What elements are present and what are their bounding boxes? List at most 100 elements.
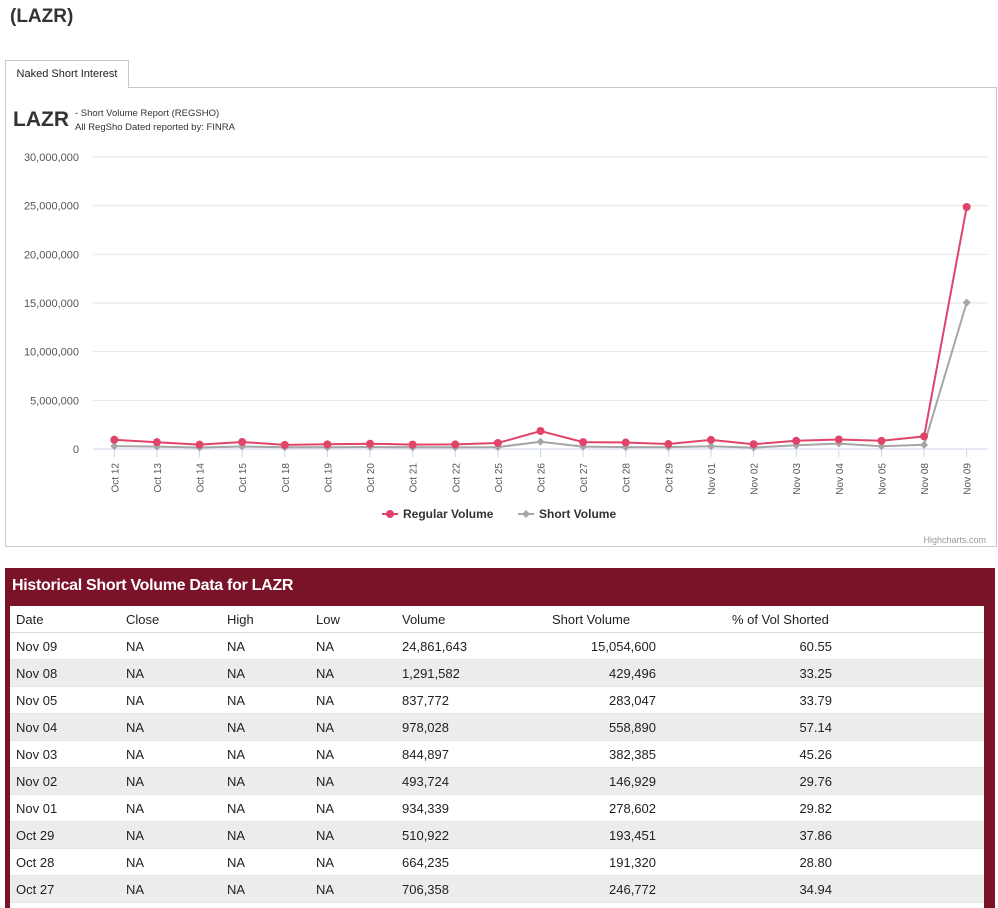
data-point[interactable] <box>877 436 886 445</box>
table-container: Date Close High Low Volume Short Volume … <box>5 604 995 908</box>
table-row: Oct 27 NA NA NA 706,358 246,772 34.94 <box>10 875 984 903</box>
y-tick-label: 10,000,000 <box>24 347 79 359</box>
series-line <box>114 206 968 446</box>
cell-date: Nov 03 <box>10 740 120 768</box>
table-row: Nov 08 NA NA NA 1,291,582 429,496 33.25 <box>10 659 984 687</box>
data-point[interactable] <box>238 437 247 446</box>
cell-high: NA <box>221 767 310 795</box>
data-point[interactable] <box>920 432 929 441</box>
x-tick-label: Nov 03 <box>792 463 803 495</box>
cell-short-volume: 193,451 <box>546 821 726 849</box>
cell-volume: 934,339 <box>396 794 546 822</box>
x-tick-label: Oct 15 <box>238 463 249 493</box>
y-tick-label: 20,000,000 <box>24 249 79 261</box>
legend-item-regular-volume[interactable]: Regular Volume <box>382 507 494 521</box>
cell-volume: 706,358 <box>396 875 546 903</box>
data-point[interactable] <box>280 440 289 449</box>
legend-label: Regular Volume <box>403 507 494 521</box>
data-point[interactable] <box>664 440 673 449</box>
cell-short-volume: 429,496 <box>546 659 726 687</box>
cell-pct-shorted: 33.25 <box>726 659 926 687</box>
table-row: Nov 03 NA NA NA 844,897 382,385 45.26 <box>10 740 984 768</box>
x-tick-label: Oct 26 <box>537 463 548 493</box>
cell-low: NA <box>310 713 396 741</box>
col-header-volume: Volume <box>396 606 546 633</box>
data-point[interactable] <box>323 440 332 449</box>
x-tick-label: Oct 13 <box>153 463 164 493</box>
data-point[interactable] <box>408 440 417 449</box>
tab-naked-short-interest[interactable]: Naked Short Interest <box>5 60 129 88</box>
data-point[interactable] <box>962 298 971 307</box>
cell-date: Oct 28 <box>10 848 120 876</box>
col-header-high: High <box>221 606 310 633</box>
col-header-spacer <box>926 606 984 633</box>
x-tick-label: Oct 27 <box>579 463 590 493</box>
cell-spacer <box>926 740 984 768</box>
cell-high: NA <box>221 686 310 714</box>
legend-item-short-volume[interactable]: Short Volume <box>518 507 616 521</box>
cell-short-volume: 246,772 <box>546 875 726 903</box>
data-point[interactable] <box>962 203 971 212</box>
legend-marker <box>522 510 530 518</box>
col-header-pct-shorted: % of Vol Shorted <box>726 606 926 633</box>
chart-subtitle-2: All RegSho Dated reported by: FINRA <box>75 122 236 133</box>
cell-high: NA <box>221 875 310 903</box>
cell-close: NA <box>120 767 221 795</box>
x-tick-label: Oct 25 <box>494 463 505 493</box>
cell-pct-shorted: 37.86 <box>726 821 926 849</box>
data-point[interactable] <box>152 438 161 447</box>
x-tick-label: Nov 04 <box>835 463 846 495</box>
x-tick-label: Nov 01 <box>707 463 718 495</box>
data-point[interactable] <box>195 440 204 449</box>
short-volume-table: Date Close High Low Volume Short Volume … <box>10 606 984 908</box>
table-row: Nov 02 NA NA NA 493,724 146,929 29.76 <box>10 767 984 795</box>
data-point[interactable] <box>706 442 715 451</box>
data-point[interactable] <box>493 438 502 447</box>
x-tick-label: Oct 12 <box>110 463 121 493</box>
data-point[interactable] <box>792 436 801 445</box>
section-title: Historical Short Volume Data for LAZR <box>5 568 995 604</box>
col-header-date: Date <box>10 606 120 633</box>
data-point[interactable] <box>536 426 545 435</box>
data-point[interactable] <box>536 437 545 446</box>
data-point[interactable] <box>579 438 588 447</box>
cell-close: NA <box>120 902 221 908</box>
data-point[interactable] <box>834 435 843 444</box>
cell-pct-shorted: 33.79 <box>726 686 926 714</box>
x-tick-label: Nov 02 <box>750 463 761 495</box>
grid-lines <box>93 156 988 450</box>
table-row: Nov 05 NA NA NA 837,772 283,047 33.79 <box>10 686 984 714</box>
table-row: Oct 28 NA NA NA 664,235 191,320 28.80 <box>10 848 984 876</box>
data-point[interactable] <box>706 435 715 444</box>
legend-label: Short Volume <box>539 507 616 521</box>
cell-pct-shorted: 45.26 <box>726 740 926 768</box>
data-point[interactable] <box>621 438 630 447</box>
data-point[interactable] <box>749 440 758 449</box>
cell-high: NA <box>221 794 310 822</box>
cell-high: NA <box>221 848 310 876</box>
x-tick-label: Oct 21 <box>409 463 420 493</box>
cell-close: NA <box>120 794 221 822</box>
data-point[interactable] <box>110 435 119 444</box>
table-body: Nov 09 NA NA NA 24,861,643 15,054,600 60.55 Nov… <box>10 632 984 908</box>
cell-spacer <box>926 902 984 908</box>
cell-high: NA <box>221 902 310 908</box>
cell-volume: 510,922 <box>396 821 546 849</box>
x-tick-label: Oct 22 <box>451 463 462 493</box>
cell-high: NA <box>221 821 310 849</box>
cell-volume: 837,772 <box>396 686 546 714</box>
data-point[interactable] <box>451 440 460 449</box>
cell-spacer <box>926 632 984 660</box>
cell-volume: 493,724 <box>396 767 546 795</box>
data-point[interactable] <box>110 442 119 451</box>
table-row: Oct 29 NA NA NA 510,922 193,451 37.86 <box>10 821 984 849</box>
cell-high: NA <box>221 632 310 660</box>
data-point[interactable] <box>920 440 929 449</box>
data-point[interactable] <box>366 439 375 448</box>
cell-close: NA <box>120 740 221 768</box>
cell-volume: 844,897 <box>396 740 546 768</box>
table-row: Oct 26NANANA <box>10 902 984 908</box>
cell-pct-shorted: 57.14 <box>726 713 926 741</box>
table-row: Nov 04 NA NA NA 978,028 558,890 57.14 <box>10 713 984 741</box>
chart-subtitle-1: - Short Volume Report (REGSHO) <box>75 108 219 119</box>
